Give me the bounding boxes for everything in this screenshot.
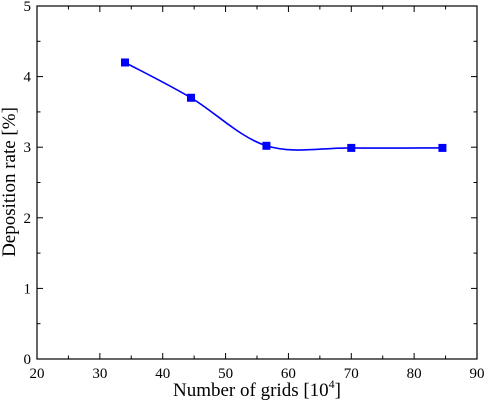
- data-point-marker: [347, 144, 355, 152]
- data-point-marker: [438, 144, 446, 152]
- data-point-marker: [121, 58, 129, 66]
- y-axis-title: Deposition rate [%]: [0, 107, 20, 257]
- y-tick-label: 5: [24, 0, 32, 15]
- x-tick-label: 20: [30, 366, 45, 382]
- series-layer: [121, 58, 446, 151]
- y-tick-label: 1: [24, 281, 32, 297]
- plot-frame: [37, 6, 477, 359]
- x-tick-label: 40: [155, 366, 170, 382]
- y-tick-label: 4: [24, 70, 32, 86]
- x-tick-label: 90: [470, 366, 484, 382]
- x-axis-title-main: Number of grids [10: [173, 380, 329, 401]
- x-axis-title-suffix: ]: [335, 380, 341, 401]
- y-tick-label: 0: [24, 352, 32, 368]
- x-tick-label: 30: [92, 366, 107, 382]
- x-tick-label: 70: [344, 366, 359, 382]
- x-axis-title: Number of grids [104]: [173, 377, 341, 401]
- series-line: [125, 62, 442, 150]
- x-tick-label: 80: [407, 366, 422, 382]
- y-tick-label: 3: [24, 140, 32, 156]
- data-point-marker: [187, 94, 195, 102]
- y-tick-label: 2: [24, 211, 32, 227]
- data-point-marker: [262, 142, 270, 150]
